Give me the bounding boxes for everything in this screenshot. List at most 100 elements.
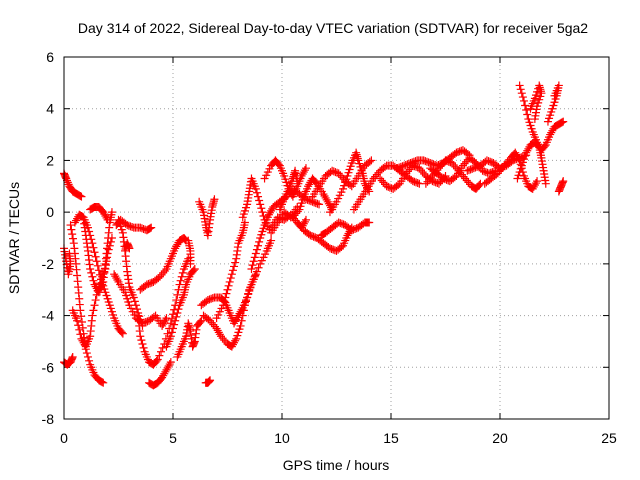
data-point [460,159,469,168]
data-point [160,266,169,275]
data-point [123,221,132,230]
data-point [251,184,260,193]
data-point [167,314,176,323]
data-point [153,355,162,364]
data-point [125,244,134,253]
data-point [393,164,402,173]
data-point [206,316,215,325]
data-point [300,217,309,226]
data-point [409,157,418,166]
data-point [406,159,415,168]
data-point [128,223,137,232]
data-point [219,301,228,310]
data-point [493,169,502,178]
data-point [251,249,260,258]
data-point [203,296,212,305]
data-point [474,162,483,171]
data-point [244,289,253,298]
data-point [145,224,154,233]
data-point [440,175,449,184]
data-point [107,208,116,217]
y-tick-label: -8 [42,411,55,427]
data-point [74,321,83,330]
data-point [301,164,310,173]
data-point [425,175,434,184]
data-point [293,207,302,216]
data-point [223,285,232,294]
data-point [210,195,219,204]
data-point [530,115,539,124]
data-point [73,316,82,325]
data-point [166,358,175,367]
x-tick-label: 15 [383,430,399,446]
data-point [379,178,388,187]
data-point [419,156,428,165]
data-point [155,351,164,360]
data-point [247,265,256,274]
data-point [495,167,504,176]
data-point [402,169,411,178]
data-point [444,176,453,185]
data-point [87,268,96,277]
y-tick-labels: -8 -6 -4 -2 0 2 4 6 [42,49,55,427]
data-point [130,297,139,306]
data-point [256,200,265,209]
data-point [422,157,431,166]
data-point [190,265,199,274]
data-point [77,192,86,201]
data-point [221,293,230,302]
data-point [226,274,235,283]
data-point [248,261,257,270]
data-point [395,163,404,172]
data-point [473,162,482,171]
x-tick-label: 25 [601,430,617,446]
data-point [174,305,183,314]
data-point [462,176,471,185]
data-point [103,215,112,224]
data-point [102,213,111,222]
data-point [254,241,263,250]
data-point [450,149,459,158]
data-point [559,177,568,186]
data-point [162,314,171,323]
x-tick-label: 10 [274,430,290,446]
data-point [78,323,87,332]
data-point [170,320,179,329]
data-points [60,81,568,390]
data-point [407,175,416,184]
data-point [139,343,148,352]
x-tick-label: 0 [60,430,68,446]
data-point [500,161,509,170]
data-point [311,233,320,242]
data-point [459,172,468,181]
data-point [559,117,568,126]
grid-lines [64,57,609,419]
data-point [118,329,127,338]
data-point [463,166,472,175]
data-point [186,259,195,268]
data-point [400,161,409,170]
data-point [278,215,287,224]
data-point [310,198,319,207]
data-point [129,293,138,302]
data-point [189,266,198,275]
data-point [252,188,261,197]
data-point [516,85,525,94]
data-point [480,167,489,176]
data-point [258,208,267,217]
data-point [138,340,147,349]
data-point [169,324,177,333]
data-point [222,289,231,298]
data-point [306,231,315,240]
data-point [112,274,121,283]
data-point [351,224,360,233]
data-point [349,225,358,234]
data-point [93,261,102,270]
data-point [452,148,461,157]
data-point [501,159,510,168]
y-tick-label: 4 [46,101,54,117]
data-point [448,159,457,168]
data-point [124,221,133,230]
data-point [398,162,407,171]
